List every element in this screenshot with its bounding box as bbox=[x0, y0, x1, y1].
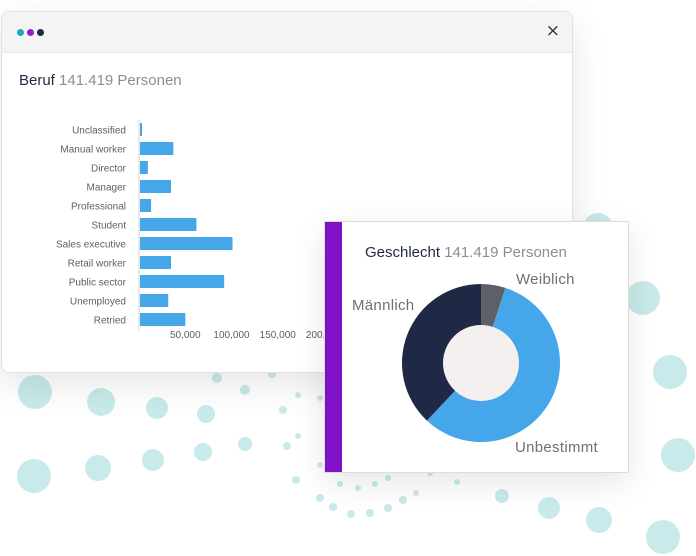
category-label: Retried bbox=[94, 316, 126, 327]
decor-circle bbox=[279, 406, 287, 414]
decor-circle bbox=[661, 438, 695, 472]
decor-circle bbox=[212, 373, 222, 383]
bar bbox=[140, 237, 233, 250]
decor-circle bbox=[538, 497, 560, 519]
beruf-count: 141.419 Personen bbox=[59, 72, 182, 89]
decor-circle bbox=[292, 476, 300, 484]
window-dot-navy-icon bbox=[37, 29, 44, 36]
decor-circle bbox=[238, 437, 252, 451]
decor-circle bbox=[347, 510, 355, 518]
decor-circle bbox=[653, 355, 687, 389]
beruf-title: Beruf bbox=[19, 72, 55, 89]
decor-circle bbox=[399, 496, 407, 504]
decor-circle bbox=[626, 281, 660, 315]
category-label: Manager bbox=[87, 183, 127, 194]
x-tick-label: 150,000 bbox=[260, 330, 297, 341]
beruf-chart-window: × Beruf 141.419 Personen Unclassified Man… bbox=[1, 11, 573, 373]
decor-circle bbox=[18, 375, 52, 409]
bar bbox=[140, 161, 148, 174]
geschlecht-title: Geschlecht bbox=[365, 244, 441, 261]
category-label: Student bbox=[92, 221, 127, 232]
bar bbox=[140, 180, 171, 193]
decor-circle bbox=[317, 462, 323, 468]
decor-circle bbox=[337, 481, 343, 487]
geschlecht-count: 141.419 Personen bbox=[444, 244, 567, 261]
window-dot-purple-icon bbox=[27, 29, 34, 36]
bar bbox=[140, 123, 142, 136]
beruf-chart-title: Beruf 141.419 Personen bbox=[19, 72, 182, 89]
geschlecht-chart-title: Geschlecht 141.419 Personen bbox=[365, 244, 567, 261]
category-label: Retail worker bbox=[68, 259, 127, 270]
category-label: Public sector bbox=[69, 278, 127, 289]
geschlecht-donut-chart bbox=[402, 284, 560, 442]
close-icon[interactable]: × bbox=[545, 21, 560, 41]
decor-circle bbox=[646, 520, 680, 554]
decor-circle bbox=[295, 392, 301, 398]
category-label: Manual worker bbox=[60, 145, 126, 156]
decor-circle bbox=[85, 455, 111, 481]
decor-circle bbox=[17, 459, 51, 493]
bar bbox=[140, 294, 169, 307]
decor-circle bbox=[316, 494, 324, 502]
legend-label-weiblich: Weiblich bbox=[516, 271, 575, 288]
decor-circle bbox=[146, 397, 168, 419]
legend-label-unbestimmt: Unbestimmt bbox=[515, 439, 599, 456]
window-titlebar: × bbox=[2, 12, 572, 53]
decor-circle bbox=[317, 395, 323, 401]
bar bbox=[140, 199, 152, 212]
decor-circle bbox=[366, 509, 374, 517]
decor-circle bbox=[454, 479, 460, 485]
bar bbox=[140, 142, 174, 155]
donut-hole bbox=[443, 325, 519, 401]
decor-circle bbox=[495, 489, 509, 503]
decor-circle bbox=[384, 504, 392, 512]
decor-circle bbox=[283, 442, 291, 450]
category-label: Sales executive bbox=[56, 240, 126, 251]
x-tick-label: 50,000 bbox=[170, 330, 201, 341]
decor-circle bbox=[142, 449, 164, 471]
bar bbox=[140, 275, 225, 288]
decor-circle bbox=[197, 405, 215, 423]
category-label: Director bbox=[91, 164, 127, 175]
bar bbox=[140, 218, 197, 231]
bar bbox=[140, 256, 171, 269]
accent-stripe bbox=[325, 222, 342, 472]
donut-slice bbox=[402, 284, 481, 421]
category-label: Unclassified bbox=[72, 126, 126, 137]
legend-label-maennlich: Männlich bbox=[352, 297, 415, 314]
decor-circle bbox=[329, 503, 337, 511]
category-label: Professional bbox=[71, 202, 126, 213]
decor-circle bbox=[413, 490, 419, 496]
decor-circle bbox=[87, 388, 115, 416]
decor-circle bbox=[240, 385, 250, 395]
decor-circle bbox=[295, 433, 301, 439]
category-label: Unemployed bbox=[70, 297, 126, 308]
decor-circle bbox=[586, 507, 612, 533]
beruf-bar-chart: Unclassified Manual worker Director Manager… bbox=[56, 120, 343, 341]
x-tick-label: 100,000 bbox=[213, 330, 250, 341]
geschlecht-chart-panel: Geschlecht 141.419 Personen Weiblich Män… bbox=[324, 221, 629, 473]
decor-circle bbox=[385, 475, 391, 481]
decor-circle bbox=[372, 481, 378, 487]
decor-circle bbox=[194, 443, 212, 461]
bar bbox=[140, 313, 186, 326]
window-dot-teal-icon bbox=[17, 29, 24, 36]
decor-circle bbox=[355, 485, 361, 491]
